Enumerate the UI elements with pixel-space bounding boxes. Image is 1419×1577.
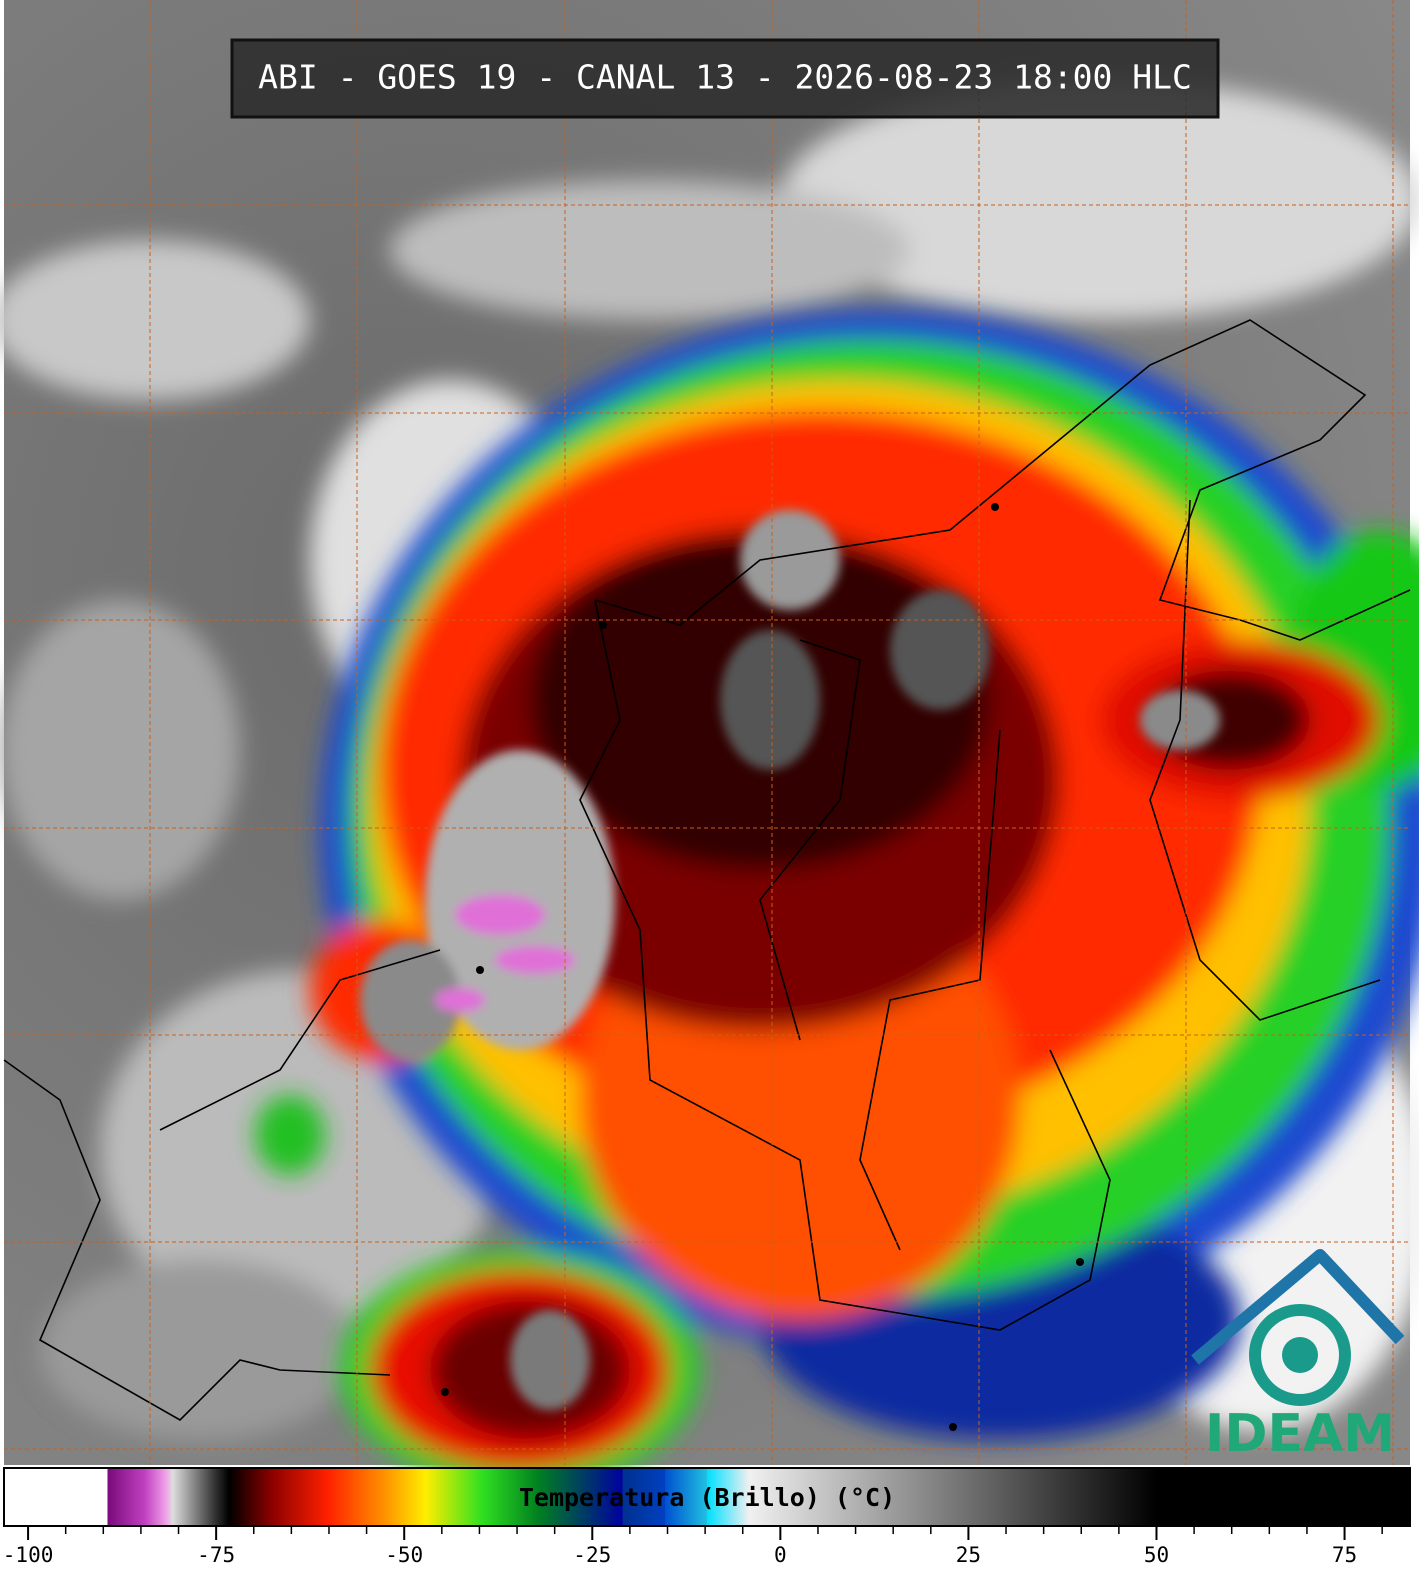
colorbar-ticks: -100 -75 -50 -25 0 25 50 75: [3, 1526, 1383, 1567]
colorbar-label: Temperatura (Brillo) (°C): [519, 1483, 895, 1512]
logo: IDEAM: [1191, 1249, 1405, 1464]
tick-label: 75: [1332, 1543, 1357, 1567]
logo-text: IDEAM: [1205, 1404, 1395, 1464]
title-box: [230, 38, 1220, 119]
tick-label: 50: [1144, 1543, 1169, 1567]
graticule: [4, 0, 1410, 1465]
cities: [441, 503, 1084, 1431]
tick-label: -75: [197, 1543, 235, 1567]
tick-label: -25: [573, 1543, 611, 1567]
tick-label: 25: [956, 1543, 981, 1567]
tick-label: -50: [385, 1543, 423, 1567]
title: ABI - GOES 19 - CANAL 13 - 2026-08-23 18…: [258, 58, 1192, 97]
tick-label: 0: [774, 1543, 787, 1567]
colorbar: [3, 1467, 1411, 1527]
tick-label: -100: [3, 1543, 54, 1567]
